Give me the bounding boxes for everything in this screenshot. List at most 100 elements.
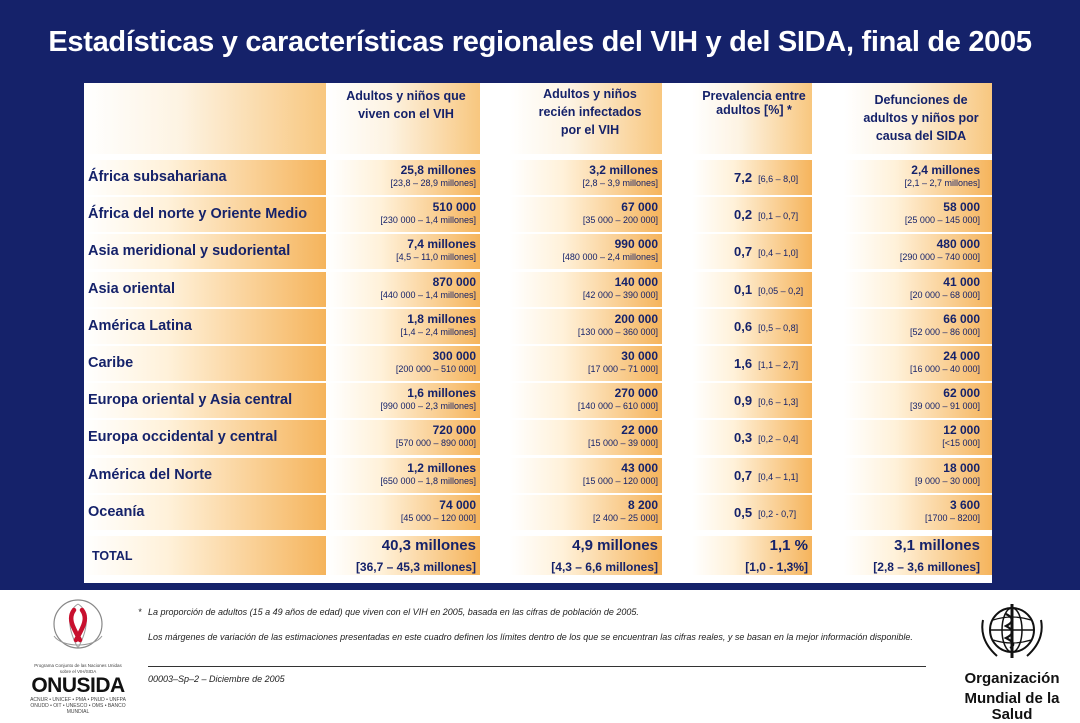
deaths-cell-range: [290 000 – 740 000] (899, 252, 980, 262)
prevalence-range: [0,6 – 1,3] (758, 397, 799, 407)
region-label: África del norte y Oriente Medio (88, 206, 308, 222)
row-0-bar-3 (692, 160, 812, 195)
living-cell: 1,2 millones [650 000 – 1,8 millones] (380, 461, 476, 488)
new-cell-range: [130 000 – 360 000] (577, 327, 658, 337)
new-cell-value: 270 000 (614, 386, 658, 400)
region-label: África subsahariana (88, 169, 227, 185)
total-living: 40,3 millones [36,7 – 45,3 millones] (356, 537, 476, 575)
living-cell-value: 720 000 (432, 423, 476, 437)
living-cell-value: 510 000 (432, 200, 476, 214)
living-cell-value: 1,6 millones (407, 386, 476, 400)
row-3-bar-0 (84, 272, 326, 307)
new-cell-value: 30 000 (621, 349, 658, 363)
row-8-bar-1 (328, 458, 480, 493)
prevalence-value: 0,7 (734, 468, 753, 483)
oms-name-line1: Organización (964, 670, 1060, 687)
living-cell: 720 000 [570 000 – 890 000] (396, 423, 476, 450)
deaths-cell-range: [39 000 – 91 000] (909, 401, 980, 411)
deaths-cell-value: 58 000 (943, 200, 980, 214)
row-6-bar-0 (84, 383, 326, 418)
footnote-asterisk: * (138, 607, 142, 617)
prevalence-cell: 1,6 [1,1 – 2,7] (734, 355, 798, 373)
row-7-bar-4 (844, 420, 992, 455)
new-cell-value: 3,2 millones (589, 163, 658, 177)
row-8-bar-3 (692, 458, 812, 493)
row-4-bar-1 (328, 309, 480, 344)
prevalence-range: [0,1 – 0,7] (758, 211, 799, 221)
prevalence-value: 0,2 (734, 207, 753, 222)
living-cell-range: [23,8 – 28,9 millones] (390, 178, 476, 188)
header-deaths: Defunciones de adultos y niños por causa… (863, 93, 979, 144)
row-4-bar-4 (844, 309, 992, 344)
prevalence-value: 7,2 (734, 170, 753, 185)
row-5-bar-0 (84, 346, 326, 381)
new-cell-value: 200 000 (614, 312, 658, 326)
new-cell: 140 000 [42 000 – 390 000] (583, 275, 658, 302)
row-2-bar-2 (510, 234, 662, 269)
total-bar-4 (844, 536, 992, 575)
living-cell-range: [570 000 – 890 000] (395, 438, 476, 448)
row-0-bar-1 (328, 160, 480, 195)
header-new: Adultos y niños recién infectados por el… (538, 87, 642, 138)
document-code: 00003–Sp–2 – Diciembre de 2005 (148, 674, 285, 684)
row-2-bar-0 (84, 234, 326, 269)
living-cell-range: [990 000 – 2,3 millones] (380, 401, 476, 411)
deaths-cell-value: 12 000 (943, 423, 980, 437)
prevalence-cell: 0,9 [0,6 – 1,3] (734, 392, 798, 410)
total-bar-2 (510, 536, 662, 575)
total-new-value: 4,9 millones (572, 537, 658, 554)
prevalence-cell: 7,2 [6,6 – 8,0] (734, 169, 798, 187)
deaths-cell-value: 2,4 millones (911, 163, 980, 177)
new-cell-range: [42 000 – 390 000] (582, 290, 658, 300)
row-1-bar-3 (692, 197, 812, 232)
deaths-cell: 58 000 [25 000 – 145 000] (905, 200, 980, 227)
row-4-bar-2 (510, 309, 662, 344)
new-cell-range: [480 000 – 2,4 millones] (562, 252, 658, 262)
living-cell: 510 000 [230 000 – 1,4 millones] (380, 200, 476, 227)
deaths-cell: 12 000 [<15 000] (942, 423, 980, 450)
row-0-bar-2 (510, 160, 662, 195)
deaths-cell: 66 000 [52 000 – 86 000] (910, 312, 980, 339)
deaths-cell-range: [16 000 – 40 000] (909, 364, 980, 374)
living-cell: 1,6 millones [990 000 – 2,3 millones] (380, 386, 476, 413)
prevalence-range: [0,4 – 1,0] (758, 248, 799, 258)
total-deaths-value: 3,1 millones (894, 537, 980, 554)
onusida-emblem-icon (53, 599, 103, 649)
total-prevalence-range: [1,0 - 1,3%] (745, 560, 808, 574)
header-prev: Prevalencia entre adultos [%] * (702, 89, 806, 118)
row-7-bar-0 (84, 420, 326, 455)
row-9-bar-0 (84, 495, 326, 530)
row-1-bar-1 (328, 197, 480, 232)
row-7-bar-3 (692, 420, 812, 455)
region-label: Asia meridional y sudoriental (88, 243, 291, 259)
header-deaths-bar (844, 83, 992, 154)
row-5-bar-1 (328, 346, 480, 381)
row-5-bar-2 (510, 346, 662, 381)
living-cell-range: [230 000 – 1,4 millones] (380, 215, 476, 225)
total-bar-1 (328, 536, 480, 575)
row-3-bar-4 (844, 272, 992, 307)
deaths-cell-value: 62 000 (943, 386, 980, 400)
prevalence-value: 0,9 (734, 393, 753, 408)
new-cell: 22 000 [15 000 – 39 000] (588, 423, 658, 450)
header-new-bar (510, 83, 662, 154)
new-cell: 990 000 [480 000 – 2,4 millones] (562, 237, 658, 264)
total-prevalence: 1,1 % [1,0 - 1,3%] (745, 537, 808, 575)
header-region-bar (84, 83, 326, 154)
living-cell-range: [440 000 – 1,4 millones] (380, 290, 476, 300)
new-cell-range: [2 400 – 25 000] (592, 513, 658, 523)
row-9-bar-3 (692, 495, 812, 530)
prevalence-value: 0,1 (734, 282, 753, 297)
new-cell-range: [2,8 – 3,9 millones] (582, 178, 658, 188)
prevalence-cell: 0,7 [0,4 – 1,1] (734, 467, 798, 485)
row-6-bar-3 (692, 383, 812, 418)
footer-divider (148, 666, 926, 667)
row-6-bar-1 (328, 383, 480, 418)
new-cell-value: 990 000 (614, 237, 658, 251)
row-4-bar-0 (84, 309, 326, 344)
total-bar-3 (692, 536, 812, 575)
row-5-bar-3 (692, 346, 812, 381)
onusida-cosponsors-2: ONUDD • OIT • UNESCO • OMS • BANCO MUNDI… (30, 703, 126, 715)
row-8-bar-0 (84, 458, 326, 493)
deaths-cell-range: [2,1 – 2,7 millones] (904, 178, 980, 188)
